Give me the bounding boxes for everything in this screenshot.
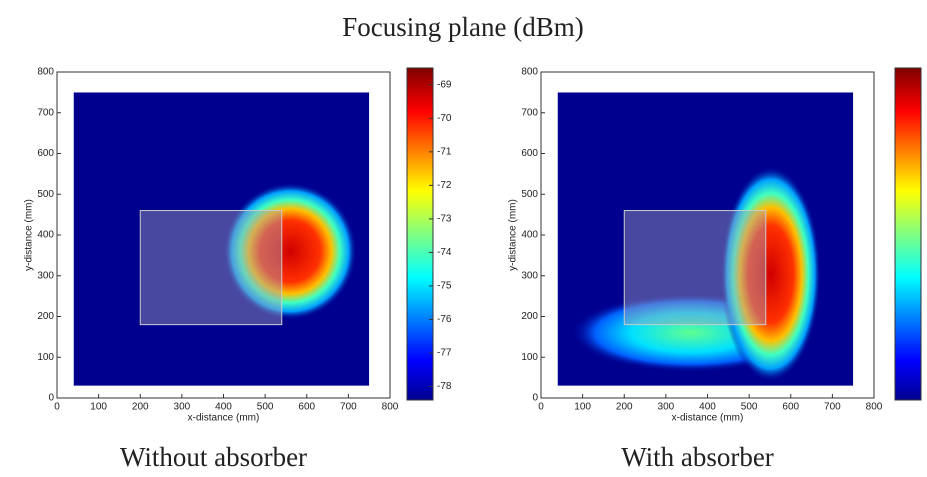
- y-tick-label: 800: [37, 67, 54, 78]
- y-tick-label: 500: [521, 189, 538, 200]
- colorbar-tick-label: -75: [437, 281, 452, 292]
- caption: With absorber: [621, 442, 774, 472]
- colorbar: [406, 67, 434, 401]
- colorbar: [894, 67, 922, 401]
- y-tick-label: 600: [37, 148, 54, 159]
- y-tick-label: 0: [48, 393, 54, 404]
- y-tick-label: 300: [37, 270, 54, 281]
- x-tick-label: 100: [90, 402, 107, 413]
- caption: Without absorber: [120, 442, 307, 472]
- colorbar-tick-label: -74: [437, 247, 452, 258]
- x-tick-label: 400: [699, 402, 716, 413]
- y-tick-label: 100: [521, 352, 538, 363]
- hotspot: [720, 166, 821, 382]
- y-tick-label: 400: [521, 230, 538, 241]
- colorbar-tick-label: -70: [437, 113, 452, 124]
- x-tick-label: 300: [174, 402, 191, 413]
- x-tick-label: 700: [824, 402, 841, 413]
- x-tick-label: 200: [132, 402, 149, 413]
- y-tick-label: 700: [37, 107, 54, 118]
- x-tick-label: 500: [257, 402, 274, 413]
- y-tick-label: 100: [37, 352, 54, 363]
- field: [73, 92, 370, 386]
- y-tick-label: 600: [521, 148, 538, 159]
- y-axis-label: y-distance (mm): [508, 199, 519, 271]
- plot: 0 100 200 300 400 500 600 700 800 0 100 200 300 400 50…: [508, 67, 922, 472]
- x-tick-label: 500: [741, 402, 758, 413]
- colorbar-tick-label: -69: [437, 79, 452, 90]
- x-tick-label: 400: [215, 402, 232, 413]
- figure-title: Focusing plane (dBm): [342, 12, 583, 42]
- y-tick-label: 300: [521, 270, 538, 281]
- plot: 0 100 200 300 400 500 600 700 800 0 100 200 300 400 50…: [24, 67, 452, 473]
- x-tick-label: 0: [54, 402, 60, 413]
- colorbar-tick-label: -71: [437, 146, 452, 157]
- y-tick-label: 200: [521, 311, 538, 322]
- x-tick-label: 300: [658, 402, 675, 413]
- x-tick-label: 200: [616, 402, 633, 413]
- y-tick-label: 500: [37, 189, 54, 200]
- y-axis-label: y-distance (mm): [24, 199, 35, 271]
- colorbar-tick-label: -78: [437, 381, 452, 392]
- y-tick-label: 200: [37, 311, 54, 322]
- hotspot: [223, 182, 357, 320]
- y-tick-label: 700: [521, 107, 538, 118]
- y-tick-label: 0: [532, 393, 538, 404]
- y-tick-label: 800: [521, 67, 538, 78]
- x-axis-label: x-distance (mm): [188, 413, 260, 424]
- x-tick-label: 600: [782, 402, 799, 413]
- x-tick-label: 800: [866, 402, 883, 413]
- colorbar-tick-label: -73: [437, 214, 452, 225]
- x-tick-label: 800: [382, 402, 399, 413]
- colorbar-tick-label: -76: [437, 314, 452, 325]
- x-tick-label: 100: [574, 402, 591, 413]
- x-tick-label: 0: [538, 402, 544, 413]
- x-axis-label: x-distance (mm): [672, 413, 744, 424]
- photo-overlay: [623, 210, 767, 326]
- y-tick-label: 400: [37, 230, 54, 241]
- field: [557, 92, 854, 386]
- photo-overlay: [139, 210, 283, 326]
- x-tick-label: 700: [340, 402, 357, 413]
- colorbar-tick-label: -72: [437, 180, 452, 191]
- colorbar-tick-label: -77: [437, 348, 452, 359]
- x-tick-label: 600: [298, 402, 315, 413]
